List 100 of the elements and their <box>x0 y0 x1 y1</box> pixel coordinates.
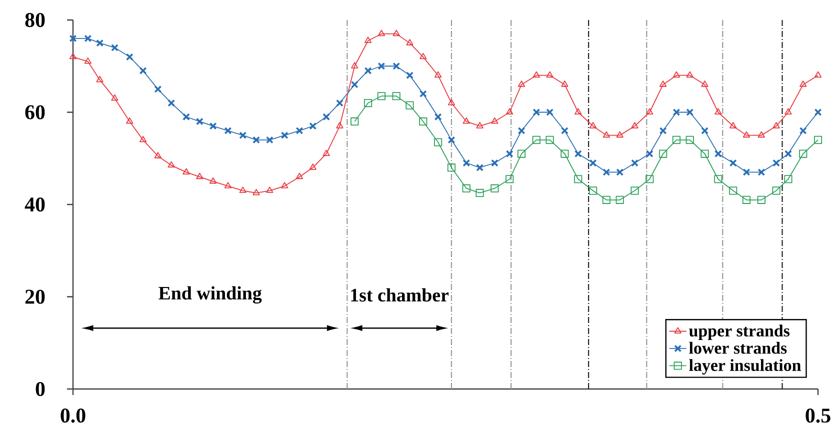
point <box>506 150 514 158</box>
point <box>758 168 766 176</box>
point <box>392 92 400 100</box>
point <box>350 117 359 126</box>
point <box>434 138 442 146</box>
point <box>658 150 668 158</box>
point <box>701 126 708 134</box>
point <box>406 72 414 80</box>
point <box>322 150 330 156</box>
point <box>448 98 456 106</box>
point <box>224 182 232 188</box>
point <box>209 177 217 184</box>
point <box>336 122 344 128</box>
point <box>700 150 709 158</box>
point <box>616 168 624 176</box>
point <box>336 99 344 107</box>
point <box>546 136 554 144</box>
point <box>589 122 597 128</box>
point <box>784 150 792 158</box>
point <box>406 101 414 110</box>
point <box>800 80 807 87</box>
point <box>96 76 104 82</box>
point <box>758 131 765 138</box>
point <box>616 196 624 204</box>
point <box>462 159 470 167</box>
point <box>588 186 598 195</box>
legend-label: lower strands <box>689 342 787 354</box>
point <box>799 150 808 158</box>
point <box>350 80 358 88</box>
point <box>506 108 514 115</box>
point <box>784 108 792 115</box>
point <box>729 159 737 167</box>
point <box>196 118 204 126</box>
point <box>126 53 134 61</box>
point <box>392 62 400 70</box>
point <box>742 131 750 138</box>
point <box>182 113 190 121</box>
point <box>646 175 654 184</box>
point <box>532 71 540 78</box>
point <box>518 126 526 134</box>
point <box>252 188 260 196</box>
point <box>476 122 484 128</box>
point <box>574 175 582 184</box>
point <box>322 113 330 121</box>
point <box>491 117 498 124</box>
point <box>784 175 792 184</box>
point <box>69 34 77 42</box>
y-tick-label: 60 <box>25 105 45 120</box>
point <box>659 126 667 134</box>
point <box>252 136 260 144</box>
point <box>447 164 456 172</box>
point <box>814 136 822 144</box>
point <box>714 175 722 184</box>
point <box>281 182 288 188</box>
point <box>532 136 540 144</box>
point <box>448 136 456 144</box>
point <box>377 92 386 100</box>
point <box>406 39 414 46</box>
y-tick-label: 80 <box>25 12 45 28</box>
point <box>419 90 427 98</box>
point <box>266 136 274 144</box>
point <box>364 36 372 44</box>
point <box>364 98 372 108</box>
point <box>378 30 386 36</box>
point <box>602 168 610 176</box>
point <box>701 80 708 87</box>
point <box>84 57 92 64</box>
point <box>296 172 304 180</box>
point <box>506 175 514 184</box>
point <box>814 108 822 116</box>
point <box>476 188 484 198</box>
point <box>672 71 680 78</box>
point <box>574 150 582 158</box>
point <box>742 168 750 176</box>
point <box>139 67 147 74</box>
y-tick-label: 20 <box>25 290 45 304</box>
point <box>69 52 77 60</box>
point <box>154 152 162 158</box>
point <box>490 184 499 192</box>
point <box>462 184 470 192</box>
point <box>209 122 217 130</box>
point <box>364 67 372 74</box>
point <box>139 136 147 142</box>
point <box>154 85 162 93</box>
point <box>490 159 498 167</box>
point <box>714 108 722 115</box>
point <box>602 196 610 204</box>
point <box>589 159 597 167</box>
point <box>518 80 526 87</box>
point <box>462 117 470 124</box>
y-tick-label: 40 <box>24 197 45 212</box>
point <box>296 126 304 134</box>
point <box>110 44 118 52</box>
point <box>560 150 569 158</box>
point <box>686 108 694 116</box>
point <box>351 62 358 68</box>
x-tick-label: 0.5 <box>806 408 830 423</box>
point <box>730 122 737 128</box>
point <box>546 71 554 78</box>
point <box>772 186 780 195</box>
